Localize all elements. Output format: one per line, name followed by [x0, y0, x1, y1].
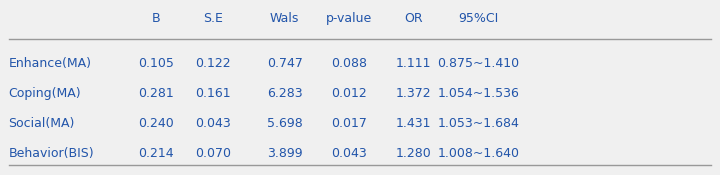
Text: 0.240: 0.240 — [138, 117, 174, 130]
Text: 0.122: 0.122 — [195, 57, 231, 70]
Text: 0.017: 0.017 — [331, 117, 367, 130]
Text: 1.431: 1.431 — [396, 117, 431, 130]
Text: 1.054~1.536: 1.054~1.536 — [438, 87, 519, 100]
Text: OR: OR — [405, 12, 423, 25]
Text: 0.747: 0.747 — [266, 57, 302, 70]
Text: 1.111: 1.111 — [396, 57, 431, 70]
Text: Social(MA): Social(MA) — [9, 117, 75, 130]
Text: 1.280: 1.280 — [396, 147, 432, 160]
Text: 0.012: 0.012 — [331, 87, 367, 100]
Text: Behavior(BIS): Behavior(BIS) — [9, 147, 94, 160]
Text: 0.043: 0.043 — [195, 117, 231, 130]
Text: 6.283: 6.283 — [267, 87, 302, 100]
Text: 0.281: 0.281 — [138, 87, 174, 100]
Text: B: B — [151, 12, 160, 25]
Text: Coping(MA): Coping(MA) — [9, 87, 81, 100]
Text: 0.043: 0.043 — [331, 147, 367, 160]
Text: 1.008~1.640: 1.008~1.640 — [437, 147, 519, 160]
Text: 0.105: 0.105 — [138, 57, 174, 70]
Text: 0.214: 0.214 — [138, 147, 174, 160]
Text: 1.372: 1.372 — [396, 87, 431, 100]
Text: p-value: p-value — [326, 12, 372, 25]
Text: 5.698: 5.698 — [267, 117, 302, 130]
Text: Enhance(MA): Enhance(MA) — [9, 57, 91, 70]
Text: 0.161: 0.161 — [195, 87, 231, 100]
Text: 3.899: 3.899 — [267, 147, 302, 160]
Text: 0.070: 0.070 — [195, 147, 231, 160]
Text: 1.053~1.684: 1.053~1.684 — [438, 117, 519, 130]
Text: Wals: Wals — [270, 12, 300, 25]
Text: 0.875~1.410: 0.875~1.410 — [437, 57, 519, 70]
Text: 0.088: 0.088 — [331, 57, 367, 70]
Text: 95%CI: 95%CI — [458, 12, 498, 25]
Text: S.E: S.E — [203, 12, 223, 25]
